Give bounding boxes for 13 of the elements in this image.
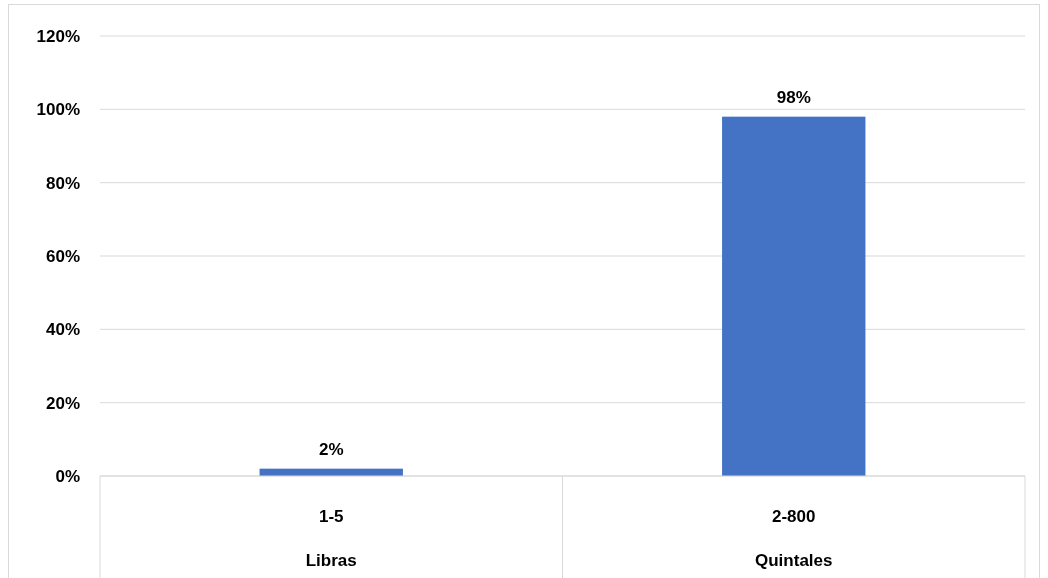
y-tick-label: 60% <box>45 246 80 266</box>
y-tick-label: 0% <box>55 466 80 486</box>
y-tick-label: 80% <box>45 173 80 193</box>
data-label: 2% <box>318 439 344 459</box>
y-tick-label: 100% <box>36 100 80 120</box>
y-tick-label: 20% <box>45 393 80 413</box>
y-tick-label: 120% <box>36 26 80 46</box>
y-tick-label: 40% <box>45 320 80 340</box>
text: Libras <box>305 550 357 570</box>
x-tick-label: 2-800 <box>772 506 816 526</box>
data-label: 98% <box>776 87 811 107</box>
text: Quintales <box>755 550 833 570</box>
x-tick-label: 1-5 <box>318 506 344 526</box>
